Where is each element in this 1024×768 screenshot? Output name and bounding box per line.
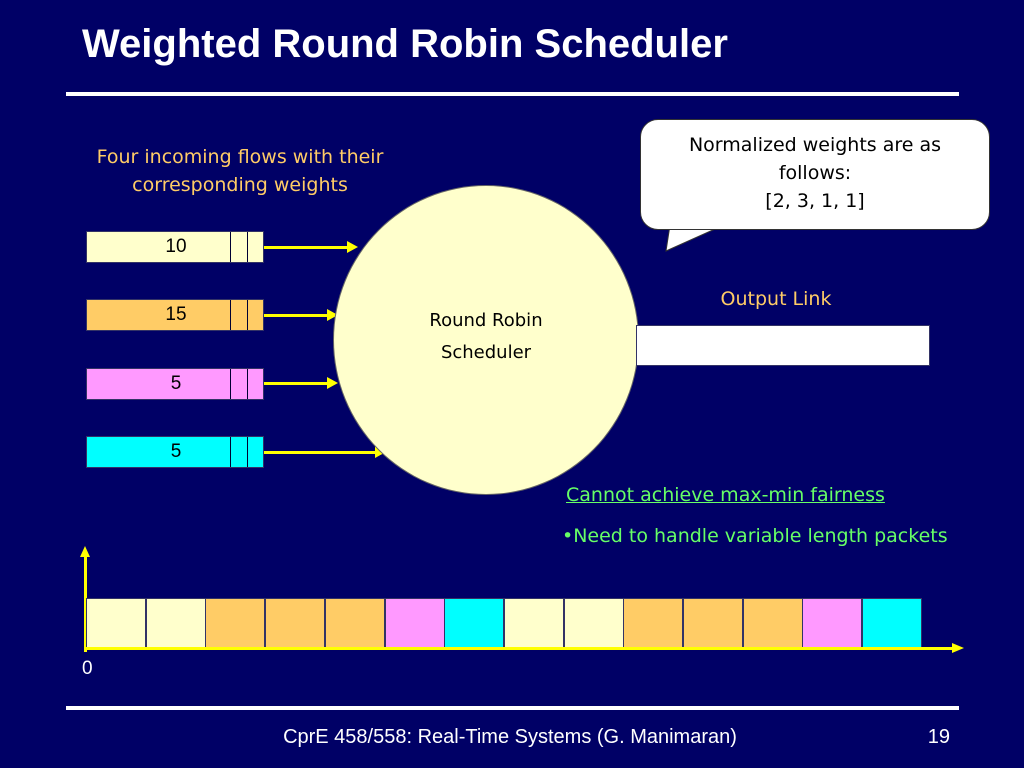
flow-weight-label: 15 — [165, 304, 187, 325]
x-axis — [84, 647, 954, 650]
timeline-packet-cell — [563, 598, 624, 648]
flow-arrow — [264, 377, 338, 389]
callout-line: follows: — [778, 162, 852, 184]
flow-arrow — [264, 241, 358, 253]
flow-weight-label: 10 — [165, 236, 187, 257]
flows-caption: Four incoming flows with their correspon… — [96, 146, 384, 196]
scheduler-label-line: Round Robin — [429, 310, 543, 331]
queue-slot-divider — [230, 369, 231, 399]
fairness-note: Cannot achieve max-min fairness — [566, 484, 885, 506]
title-divider — [66, 92, 959, 96]
timeline-packet-cell — [444, 598, 505, 648]
timeline-packet-cell — [324, 598, 385, 648]
x-axis-arrowhead — [952, 643, 964, 653]
timeline-packet-cell — [384, 598, 445, 648]
page-number: 19 — [927, 726, 950, 748]
queue-slot-divider — [247, 437, 248, 467]
flow-arrow — [264, 309, 338, 321]
timeline-packet-cell — [623, 598, 684, 648]
output-link-label: Output Link — [720, 288, 832, 310]
scheduler-circle — [333, 185, 639, 495]
timeline-packet-cell — [503, 598, 564, 648]
y-axis — [84, 556, 87, 652]
timeline-packet-cell — [145, 598, 206, 648]
scheduler-label-line: Scheduler — [440, 342, 532, 363]
flow-queue-3: 5 — [86, 368, 264, 400]
queue-slot-divider — [247, 232, 248, 262]
callout-line: Normalized weights are as — [688, 134, 942, 156]
flow-queue-1: 10 — [86, 231, 264, 263]
output-link-bar — [636, 325, 930, 366]
slide-title: Weighted Round Robin Scheduler — [82, 22, 728, 66]
flow-arrow — [264, 446, 386, 458]
slide-footer: CprE 458/558: Real-Time Systems (G. Mani… — [283, 726, 737, 748]
flow-weight-label: 5 — [170, 373, 182, 394]
queue-slot-divider — [230, 437, 231, 467]
timeline-packet-cell — [742, 598, 803, 648]
timeline-packet-cell — [86, 598, 146, 648]
timeline-packet-cell — [205, 598, 266, 648]
timeline-origin: 0 — [82, 658, 93, 679]
queue-slot-divider — [230, 232, 231, 262]
callout-bubble — [640, 119, 990, 230]
timeline-packet-cell — [265, 598, 326, 648]
footer-divider — [66, 706, 959, 710]
queue-slot-divider — [247, 369, 248, 399]
flow-weight-label: 5 — [170, 441, 182, 462]
flow-queue-2: 15 — [86, 299, 264, 331]
flow-queue-4: 5 — [86, 436, 264, 468]
callout-text: Normalized weights are as follows: [2, 3… — [645, 131, 985, 215]
queue-slot-divider — [230, 300, 231, 330]
scheduler-label: Round Robin Scheduler — [333, 305, 639, 369]
callout-line: [2, 3, 1, 1] — [765, 190, 865, 212]
timeline-packet-cell — [683, 598, 743, 648]
timeline-packet-cell — [862, 598, 923, 648]
packet-length-note: •Need to handle variable length packets — [562, 525, 948, 547]
queue-slot-divider — [247, 300, 248, 330]
y-axis-arrowhead — [80, 546, 90, 557]
timeline-packet-cell — [802, 598, 863, 648]
